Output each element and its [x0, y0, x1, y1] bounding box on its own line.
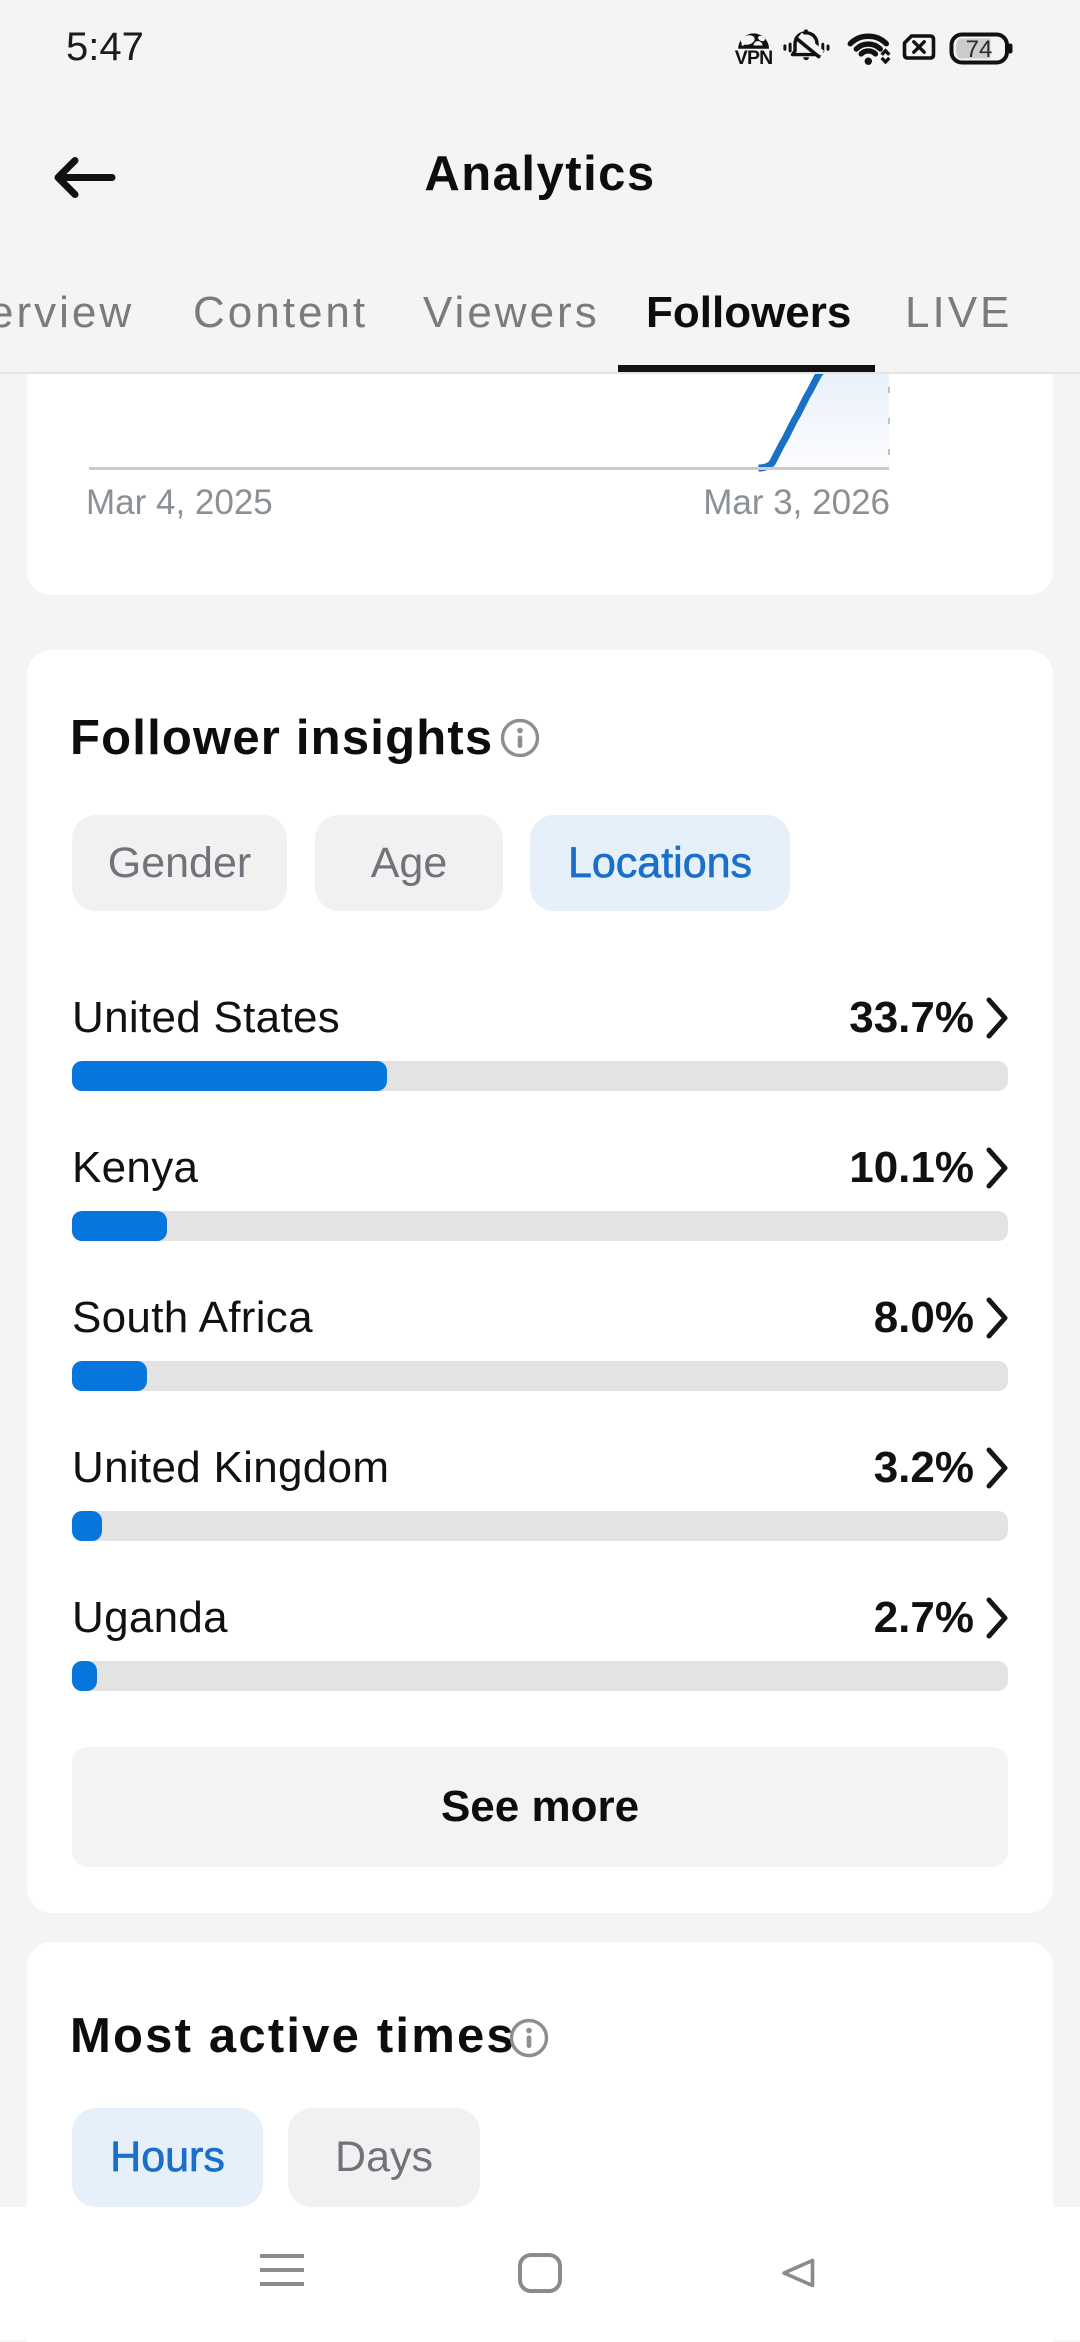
- svg-text:74: 74: [966, 36, 993, 63]
- svg-text:VPN: VPN: [735, 47, 773, 69]
